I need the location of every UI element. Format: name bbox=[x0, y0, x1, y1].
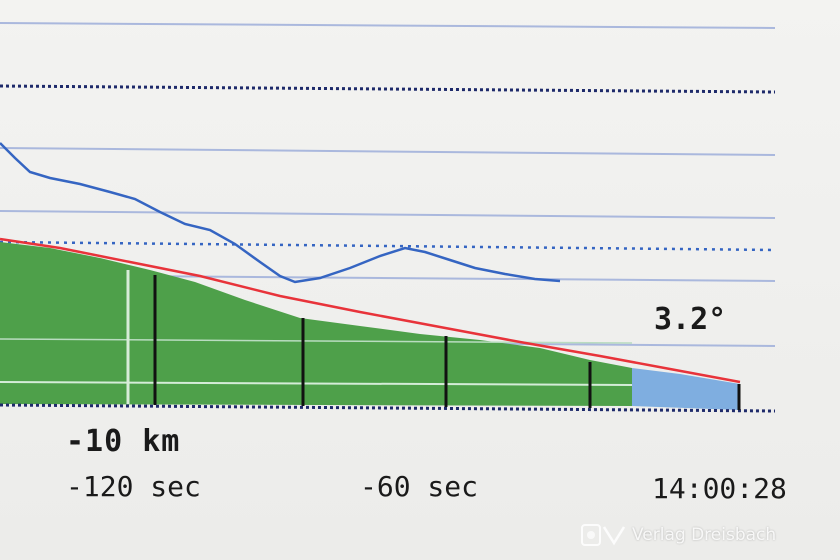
grid-line bbox=[0, 210, 776, 219]
grid-line bbox=[0, 22, 776, 29]
publisher-logo-icon bbox=[581, 524, 626, 546]
final-glide-area bbox=[632, 368, 740, 410]
grid-line bbox=[0, 147, 776, 156]
time-label-60: -60 sec bbox=[360, 470, 479, 503]
grid-line-major bbox=[0, 84, 776, 94]
time-label-120: -120 sec bbox=[66, 470, 201, 503]
glide-path-line bbox=[0, 237, 741, 384]
glide-angle-readout: 3.2° bbox=[654, 302, 727, 337]
clock-readout: 14:00:28 bbox=[652, 472, 787, 505]
watermark-text: Verlag Dreisbach bbox=[632, 525, 777, 545]
altitude-trace-line bbox=[0, 142, 561, 284]
terrain-area bbox=[0, 242, 632, 406]
terrain-grid-line bbox=[0, 381, 633, 386]
watermark: Verlag Dreisbach bbox=[580, 520, 776, 550]
reference-dotted-line bbox=[0, 240, 776, 252]
distance-label: -10 km bbox=[66, 424, 181, 459]
